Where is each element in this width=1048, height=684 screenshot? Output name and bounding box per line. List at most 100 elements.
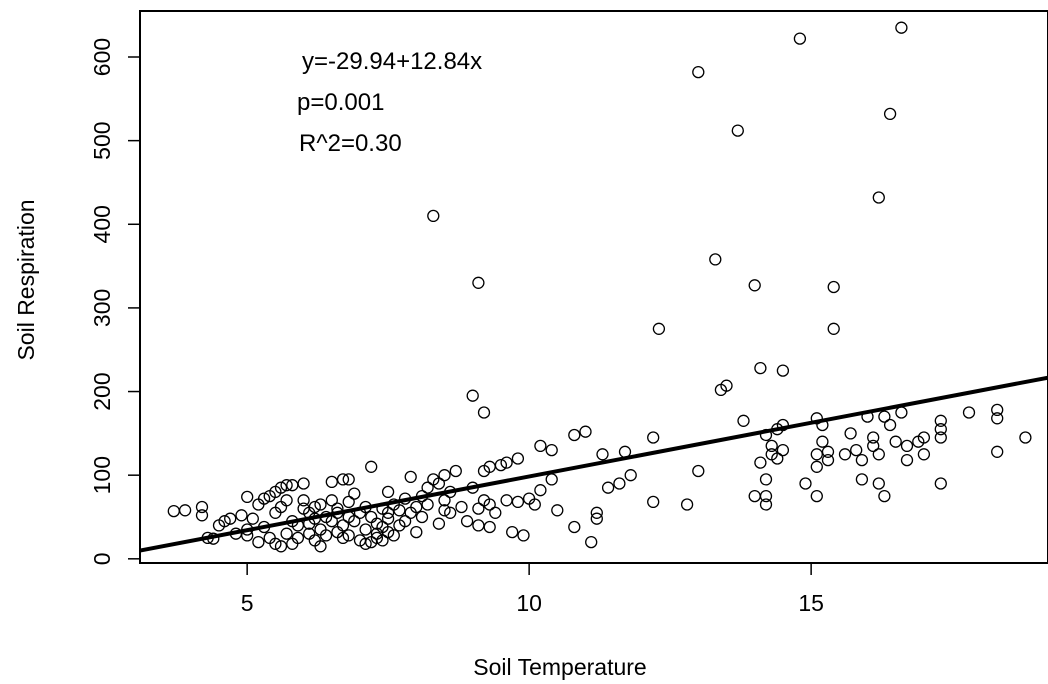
data-point <box>500 494 513 507</box>
data-point <box>376 534 389 547</box>
annotation-p-value: p=0.001 <box>297 89 384 116</box>
data-point <box>218 515 231 528</box>
annotation-r-squared: R^2=0.30 <box>299 130 402 157</box>
data-point <box>748 489 761 503</box>
data-point <box>991 445 1004 458</box>
data-point <box>850 443 863 457</box>
data-point <box>647 431 660 444</box>
y-tick-label: 0 <box>89 552 115 565</box>
data-point <box>759 498 773 511</box>
data-point <box>838 448 852 461</box>
data-point <box>348 487 361 500</box>
data-point <box>280 479 293 492</box>
data-point <box>895 406 908 419</box>
data-point <box>314 540 327 553</box>
data-point <box>934 477 947 490</box>
data-point <box>381 485 395 499</box>
data-point <box>472 276 485 289</box>
data-point <box>545 473 558 486</box>
data-point <box>381 512 395 525</box>
data-point <box>692 65 705 79</box>
data-point <box>827 280 840 294</box>
data-point <box>934 423 947 436</box>
data-point <box>754 361 767 375</box>
data-point <box>359 537 372 550</box>
data-point <box>365 460 378 473</box>
data-point <box>934 431 947 444</box>
y-tick-label: 300 <box>89 289 115 327</box>
data-point <box>895 21 908 34</box>
data-point <box>472 519 485 532</box>
x-tick-label: 10 <box>516 590 542 616</box>
data-point <box>878 489 891 503</box>
data-point <box>585 535 598 549</box>
data-point <box>370 531 384 545</box>
x-tick-label: 15 <box>798 590 824 616</box>
data-point <box>246 512 259 525</box>
data-point <box>449 464 462 478</box>
data-point <box>855 453 869 467</box>
data-point <box>438 494 451 507</box>
data-point <box>483 520 496 534</box>
y-axis-title: Soil Respiration <box>13 199 39 360</box>
x-axis-title: Soil Temperature <box>473 654 646 680</box>
data-point <box>342 473 355 486</box>
data-point <box>692 464 705 478</box>
data-point <box>342 495 355 509</box>
annotations: y=-29.94+12.84x p=0.001 R^2=0.30 <box>297 48 482 157</box>
data-point <box>810 460 823 473</box>
y-tick-label: 400 <box>89 205 115 243</box>
y-tick-label: 600 <box>89 38 115 76</box>
data-point <box>274 481 288 494</box>
data-point <box>387 529 400 542</box>
data-point <box>872 191 885 204</box>
data-point <box>754 456 767 469</box>
data-point <box>365 510 378 524</box>
data-point <box>252 535 265 549</box>
data-point <box>810 489 823 503</box>
data-point <box>348 515 361 528</box>
data-point <box>336 473 350 486</box>
data-point <box>297 494 310 507</box>
y-tick-label: 200 <box>89 372 115 410</box>
data-point <box>325 475 338 489</box>
y-tick-label: 500 <box>89 121 115 159</box>
data-point <box>821 445 835 458</box>
data-point <box>178 504 192 517</box>
data-point <box>427 209 440 223</box>
data-point <box>308 500 321 514</box>
data-point <box>410 500 423 514</box>
data-point <box>867 431 880 444</box>
data-point <box>759 489 773 503</box>
data-point <box>991 403 1004 417</box>
data-point <box>551 504 564 517</box>
data-point <box>771 452 784 465</box>
data-point <box>466 389 479 402</box>
regression-line <box>139 375 1048 553</box>
data-point <box>590 512 603 525</box>
data-point <box>444 506 457 519</box>
data-point <box>517 529 530 542</box>
data-point <box>776 364 790 377</box>
data-point <box>269 537 282 550</box>
data-point <box>432 477 446 490</box>
data-point <box>325 494 338 507</box>
data-point <box>421 481 434 494</box>
data-point <box>404 470 417 484</box>
data-point <box>195 509 209 522</box>
regression-line-layer <box>139 375 1048 553</box>
data-point <box>167 504 180 518</box>
data-point <box>342 529 355 542</box>
data-point <box>381 506 395 519</box>
data-point <box>652 322 666 335</box>
data-point <box>878 410 891 423</box>
x-tick-label: 5 <box>241 590 254 616</box>
data-point <box>810 448 823 461</box>
data-point <box>432 517 446 530</box>
data-point <box>274 540 288 553</box>
data-point <box>590 506 603 519</box>
data-point <box>776 418 790 432</box>
data-point <box>900 439 914 453</box>
annotation-equation: y=-29.94+12.84x <box>302 48 482 75</box>
